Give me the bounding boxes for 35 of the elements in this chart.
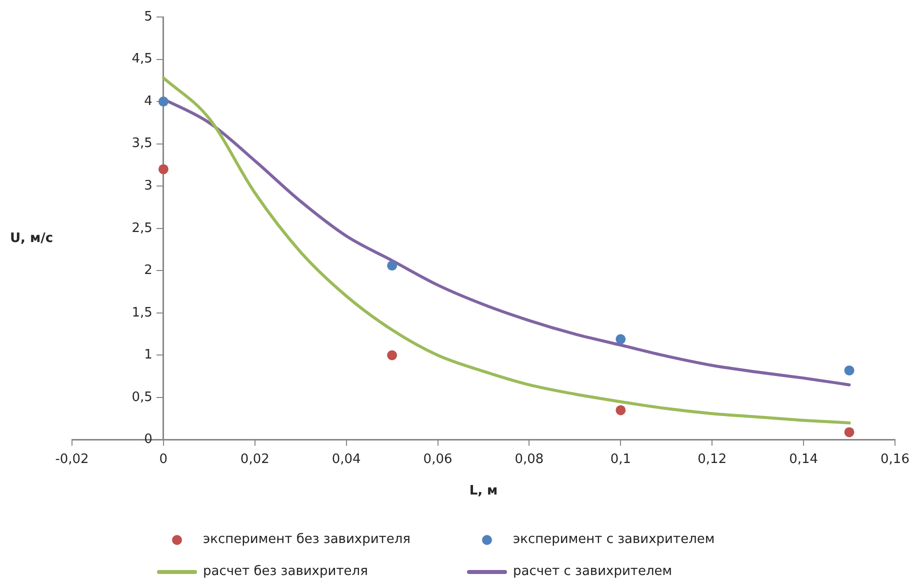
y-tick-label: 0,5 bbox=[132, 390, 152, 405]
x-tick-label: 0 bbox=[159, 452, 168, 467]
point bbox=[387, 350, 398, 360]
line-series bbox=[162, 76, 851, 424]
point bbox=[387, 260, 398, 271]
x-tick-label: 0,14 bbox=[789, 452, 818, 467]
x-axis-title: L, м bbox=[469, 484, 498, 499]
x-tick-label: 0,06 bbox=[423, 452, 452, 467]
x-tick-label: 0,1 bbox=[610, 452, 632, 467]
x-tick-label: 0,04 bbox=[332, 452, 361, 467]
point bbox=[616, 405, 626, 416]
y-tick-label: 2 bbox=[144, 263, 152, 278]
point bbox=[616, 334, 626, 344]
x-tick-label: 0,08 bbox=[514, 452, 544, 467]
point bbox=[158, 164, 168, 174]
y-tick-label: 4,5 bbox=[132, 52, 152, 67]
y-tick-label: 1 bbox=[144, 348, 152, 363]
legend-label: эксперимент с завихрителем bbox=[513, 532, 715, 547]
x-tick-label: 0,12 bbox=[698, 452, 727, 467]
legend-label: расчет без завихрителя bbox=[203, 564, 368, 579]
x-tick-label: 0,02 bbox=[240, 452, 270, 467]
x-tick-label: 0,16 bbox=[880, 452, 910, 467]
y-tick-label: 3,5 bbox=[132, 136, 152, 152]
legend-label: расчет с завихрителем bbox=[513, 564, 672, 579]
point bbox=[844, 365, 854, 376]
legend-label: эксперимент без завихрителя bbox=[203, 532, 410, 547]
point bbox=[158, 96, 168, 107]
point bbox=[844, 427, 854, 438]
y-tick-label: 1,5 bbox=[132, 305, 152, 320]
y-axis-title: U, м/с bbox=[10, 230, 54, 246]
y-tick-label: 4 bbox=[144, 94, 152, 109]
y-tick-label: 2,5 bbox=[132, 220, 152, 236]
y-tick-label: 5 bbox=[144, 9, 152, 24]
x-tick-label: -0,02 bbox=[55, 452, 89, 467]
y-tick-label: 3 bbox=[144, 178, 152, 194]
